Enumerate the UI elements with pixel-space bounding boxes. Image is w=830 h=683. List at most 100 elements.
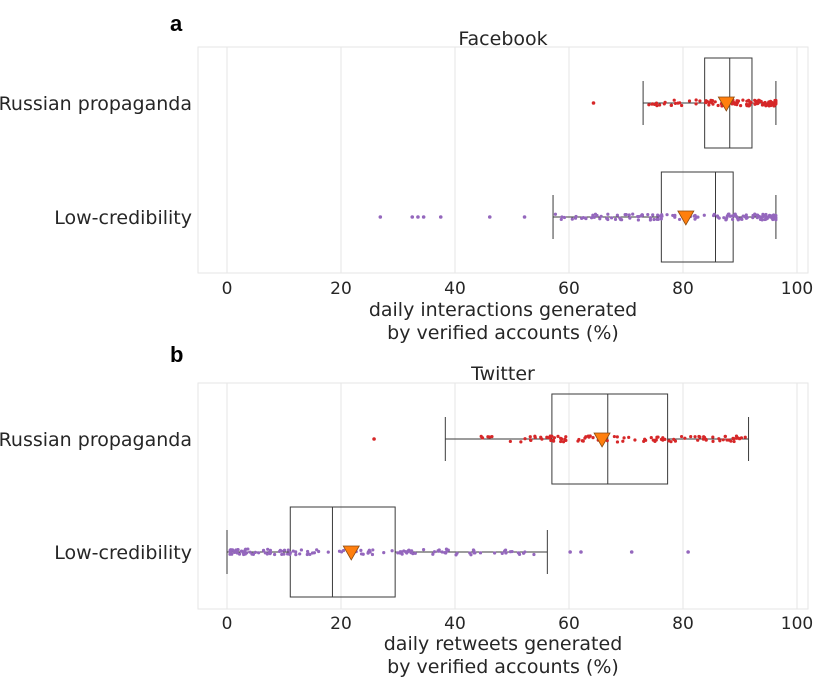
outlier-point [629,550,634,554]
panel-b: b Twitter 0 20 40 60 80 100 Russian propagand… [0,342,813,678]
data-point [711,435,715,439]
data-point [687,99,692,103]
data-point [696,438,700,442]
data-point [413,551,417,555]
data-point [761,101,765,105]
data-point [586,434,590,438]
data-point [739,436,744,440]
data-point [711,439,715,443]
data-point [694,102,698,106]
outlier-point [487,215,492,219]
data-point [591,213,595,217]
data-point [421,548,426,552]
plot-area-facebook: 0 20 40 60 80 100 [197,46,813,299]
data-point [367,548,371,552]
data-point [615,440,620,444]
data-point [627,435,631,439]
data-point [317,549,321,554]
data-point [562,215,567,220]
data-point [563,437,567,441]
data-point [635,214,640,219]
panel-letter-a: a [170,11,183,36]
category-label-low-credibility: Low-credibility [54,542,192,564]
data-point [615,435,619,439]
x-tick-label: 80 [672,614,694,634]
data-point [246,547,250,551]
x-axis-label-line-2: by verified accounts (%) [387,322,619,344]
data-point [306,549,310,554]
outlier-point [568,550,572,554]
x-tick-label: 0 [222,614,233,634]
data-point [722,216,726,220]
data-point [242,552,246,557]
data-point [768,103,772,107]
data-point [734,434,739,438]
data-point [228,552,232,556]
data-point [753,102,757,106]
data-point [589,216,594,220]
outlier-point [416,215,420,219]
data-point [669,440,673,444]
category-label-russian-propaganda: Russian propaganda [0,93,192,115]
data-point [677,217,682,222]
data-point [286,548,290,552]
data-point [390,549,394,553]
data-point [552,436,557,440]
plot-frame [197,382,809,610]
data-point [721,438,725,442]
data-point [550,434,554,438]
data-point [564,435,568,439]
data-point [371,548,375,552]
data-point [724,217,728,221]
data-point [232,549,236,553]
data-point [672,437,676,441]
data-point [741,98,745,102]
data-point [672,98,676,102]
data-point [606,212,610,216]
data-point [361,552,365,556]
data-point [689,434,693,439]
data-point [694,98,698,102]
data-point [382,551,386,555]
data-point [698,435,702,439]
data-point [584,435,588,439]
data-point [698,99,702,103]
data-point [627,213,631,217]
data-point [551,438,556,442]
data-point [726,212,730,216]
data-point [593,212,598,216]
chart-title-facebook: Facebook [458,28,547,50]
data-point [618,216,622,220]
data-point [732,439,736,444]
data-point [665,213,669,217]
data-point [612,434,616,439]
data-point [337,549,342,553]
data-point [758,99,762,103]
data-point [733,212,737,216]
data-point [623,212,627,217]
box-russian-propaganda [591,57,778,149]
data-point [648,218,652,222]
data-point [581,439,585,443]
data-point [673,101,677,106]
data-point [570,217,574,221]
data-point [766,215,770,219]
data-point [298,552,302,556]
data-point [540,437,544,441]
data-point [749,100,753,105]
data-point [235,551,239,555]
data-point [745,104,749,108]
outlier-point [686,550,690,554]
data-point [359,548,363,552]
data-point [655,435,659,439]
data-point [559,439,563,444]
data-point [701,437,705,441]
data-point [673,215,677,219]
data-point [651,213,655,217]
data-point [248,550,252,554]
data-point [646,212,650,217]
data-point [243,550,247,554]
data-point [517,552,522,556]
data-point [263,551,267,555]
